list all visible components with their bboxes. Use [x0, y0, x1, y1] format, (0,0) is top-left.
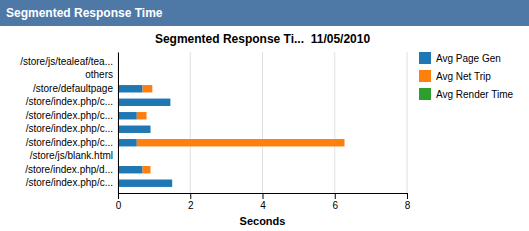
tick-label: /store/index.php/c... — [26, 137, 113, 148]
tick-label: 2 — [188, 200, 194, 211]
tick: /store/js/blank.html — [30, 150, 113, 161]
legend-label: Avg Net Trip — [436, 71, 491, 82]
tick-mark — [407, 193, 408, 199]
tick: /store/js/tealeaf/tea... — [20, 56, 113, 67]
legend-item: Avg Render Time — [419, 88, 514, 100]
bar — [143, 166, 151, 173]
header-text: Segmented Response Time — [6, 6, 163, 20]
tick-label: /store/defaultpage — [33, 83, 113, 94]
grid — [118, 52, 407, 193]
tick: /store/index.php/c... — [26, 137, 113, 148]
bar — [118, 180, 172, 187]
bar — [118, 166, 143, 173]
tick-label: /store/index.php/c... — [26, 123, 113, 134]
tick: /store/index.php/d... — [25, 164, 113, 175]
grid-line — [334, 52, 335, 193]
legend-swatch — [419, 52, 431, 64]
tick: /store/index.php/c... — [26, 177, 113, 188]
legend-item: Avg Page Gen — [419, 52, 501, 64]
tick-label: /store/index.php/c... — [26, 177, 113, 188]
tick: /store/index.php/c... — [26, 110, 113, 121]
bar — [170, 99, 171, 106]
tick: /store/index.php/c... — [26, 96, 113, 107]
bar — [137, 112, 147, 119]
grid-line — [118, 52, 119, 193]
tick-label: /store/js/tealeaf/tea... — [20, 56, 113, 67]
legend: Avg Page Gen Avg Net Trip Avg Render Time — [419, 52, 514, 100]
tick: 8 — [405, 193, 411, 211]
title: Segmented Response Ti... 11/05/2010 — [155, 32, 371, 46]
bar — [344, 139, 345, 146]
legend-item: Avg Net Trip — [419, 70, 491, 82]
tick-label: 6 — [332, 200, 338, 211]
bar — [152, 85, 153, 92]
grid-line — [190, 52, 191, 193]
tick: others — [85, 69, 113, 80]
tick: 6 — [332, 193, 338, 211]
legend-swatch — [419, 70, 431, 82]
series — [118, 85, 172, 187]
axis-title: Seconds — [240, 215, 286, 227]
chart: Segmented Response Time 0 2 4 6 8/store/js/te… — [0, 0, 529, 231]
grid-line — [407, 52, 408, 193]
tick: 2 — [188, 193, 194, 211]
series — [137, 85, 345, 173]
bar — [150, 126, 151, 133]
tick-label: 0 — [116, 200, 122, 211]
bar — [172, 180, 173, 187]
header-bar — [0, 0, 529, 26]
bar — [118, 139, 137, 146]
tick-mark — [263, 193, 264, 199]
bar — [137, 139, 345, 146]
bar — [172, 180, 173, 187]
legend-label: Avg Render Time — [436, 89, 514, 100]
legend-swatch — [419, 88, 431, 100]
tick-label: /store/index.php/c... — [26, 96, 113, 107]
tick-mark — [335, 193, 336, 199]
bar — [150, 166, 151, 173]
tick-label: 4 — [260, 200, 266, 211]
x-axis: 0 2 4 6 8 — [116, 193, 411, 211]
grid-line — [262, 52, 263, 193]
axis-line — [119, 194, 408, 200]
bar — [118, 112, 137, 119]
bar — [118, 126, 151, 133]
axis-line — [118, 53, 119, 194]
bars — [118, 85, 345, 187]
tick-mark — [118, 193, 119, 199]
tick-label: /store/index.php/c... — [26, 110, 113, 121]
bar — [118, 99, 170, 106]
tick: 4 — [260, 193, 266, 211]
plot: 0 2 4 6 8/store/js/tealeaf/tea... others/stor… — [20, 52, 411, 211]
bar — [143, 85, 153, 92]
bar — [118, 85, 143, 92]
legend-label: Avg Page Gen — [436, 53, 501, 64]
tick: /store/defaultpage — [33, 83, 113, 94]
bar — [146, 112, 147, 119]
tick-label: others — [85, 69, 113, 80]
tick: 0 — [116, 193, 122, 211]
bar — [170, 99, 171, 106]
tick-label: /store/index.php/d... — [25, 164, 113, 175]
tick-mark — [190, 193, 191, 199]
bar — [150, 126, 151, 133]
tick-label: /store/js/blank.html — [30, 150, 113, 161]
tick: /store/index.php/c... — [26, 123, 113, 134]
tick-label: 8 — [405, 200, 411, 211]
y-axis: /store/js/tealeaf/tea... others/store/def… — [20, 53, 118, 194]
